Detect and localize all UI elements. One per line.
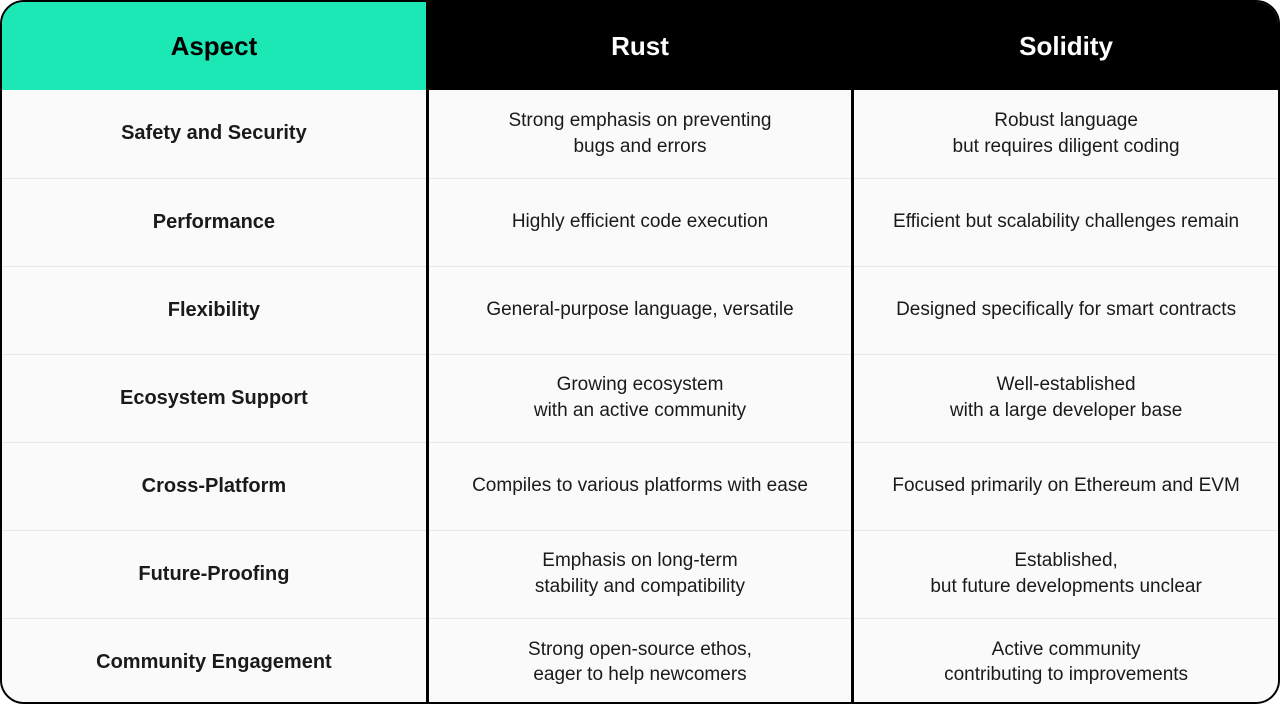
comparison-table-container: Aspect Rust Solidity Safety and Security… [0, 0, 1280, 704]
comparison-table: Aspect Rust Solidity Safety and Security… [2, 2, 1278, 704]
rust-cell: Strong open-source ethos, eager to help … [427, 618, 852, 704]
table-row: Performance Highly efficient code execut… [2, 178, 1278, 266]
aspect-cell: Future-Proofing [2, 530, 427, 618]
solidity-cell: Focused primarily on Ethereum and EVM [853, 442, 1278, 530]
aspect-cell: Safety and Security [2, 90, 427, 178]
solidity-cell: Well-established with a large developer … [853, 354, 1278, 442]
solidity-cell: Robust language but requires diligent co… [853, 90, 1278, 178]
col-header-rust: Rust [427, 2, 852, 90]
solidity-cell: Efficient but scalability challenges rem… [853, 178, 1278, 266]
table-row: Cross-Platform Compiles to various platf… [2, 442, 1278, 530]
solidity-cell: Active community contributing to improve… [853, 618, 1278, 704]
table-row: Safety and Security Strong emphasis on p… [2, 90, 1278, 178]
col-header-aspect: Aspect [2, 2, 427, 90]
aspect-cell: Community Engagement [2, 618, 427, 704]
table-row: Future-Proofing Emphasis on long-term st… [2, 530, 1278, 618]
aspect-cell: Cross-Platform [2, 442, 427, 530]
header-row: Aspect Rust Solidity [2, 2, 1278, 90]
solidity-cell: Designed specifically for smart contract… [853, 266, 1278, 354]
aspect-cell: Ecosystem Support [2, 354, 427, 442]
col-header-solidity: Solidity [853, 2, 1278, 90]
rust-cell: Compiles to various platforms with ease [427, 442, 852, 530]
table-row: Ecosystem Support Growing ecosystem with… [2, 354, 1278, 442]
rust-cell: General-purpose language, versatile [427, 266, 852, 354]
rust-cell: Growing ecosystem with an active communi… [427, 354, 852, 442]
aspect-cell: Flexibility [2, 266, 427, 354]
table-row: Flexibility General-purpose language, ve… [2, 266, 1278, 354]
aspect-cell: Performance [2, 178, 427, 266]
rust-cell: Highly efficient code execution [427, 178, 852, 266]
table-row: Community Engagement Strong open-source … [2, 618, 1278, 704]
rust-cell: Emphasis on long-term stability and comp… [427, 530, 852, 618]
solidity-cell: Established, but future developments unc… [853, 530, 1278, 618]
rust-cell: Strong emphasis on preventing bugs and e… [427, 90, 852, 178]
